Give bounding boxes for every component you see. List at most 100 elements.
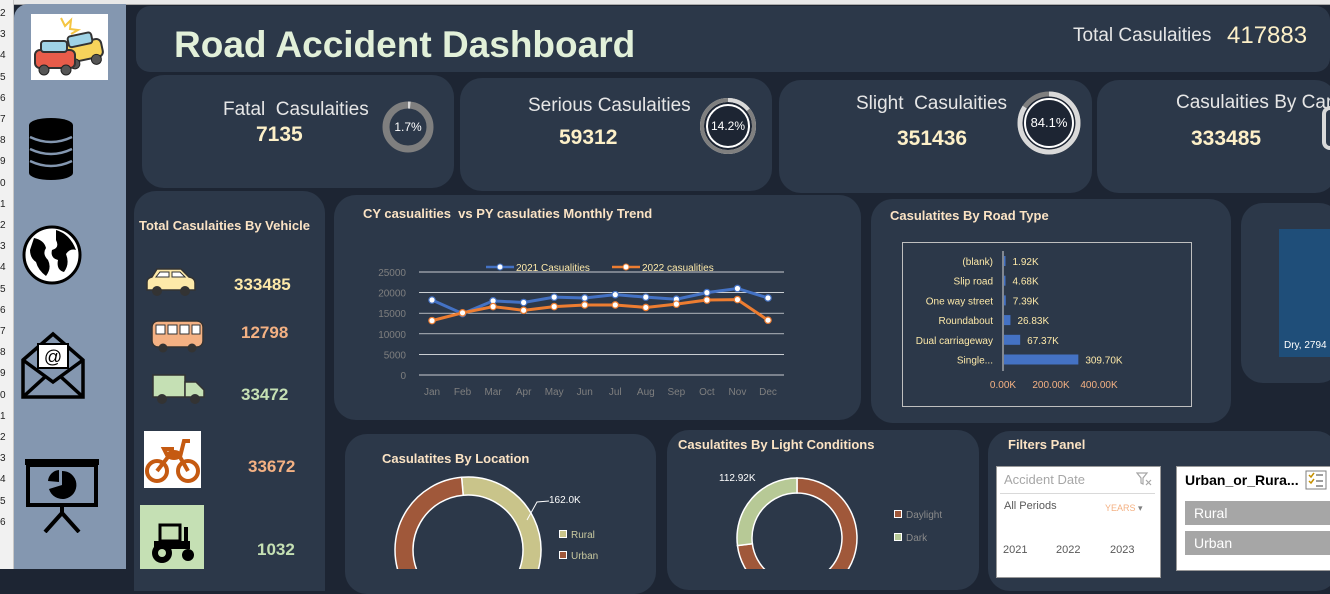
legend-dark: Dark	[894, 533, 927, 544]
row-number: 3	[0, 241, 6, 253]
row-header-strip: 2 3 4 5 6 7 8 9 0 1 2 3 4 5 6 7 8 9 0 1 2 3 4 5 6	[0, 0, 14, 569]
row-number: 6	[0, 304, 6, 316]
category-label: (blank)	[962, 257, 993, 268]
kpi-slight-label: Slight Casulaities	[856, 93, 1008, 114]
kpi-fatal-donut: 1.7%	[382, 101, 434, 153]
legend-marker	[496, 263, 504, 271]
date-slicer-unit-select[interactable]: YEARS ▾	[1105, 503, 1143, 514]
column-header-strip	[0, 0, 1330, 5]
area-option-rural[interactable]: Rural	[1185, 501, 1330, 525]
category-label: Slip road	[954, 277, 993, 288]
row-number: 2	[0, 220, 6, 231]
accident-cars-icon[interactable]	[31, 14, 108, 80]
bus-icon	[151, 320, 204, 353]
year-2021[interactable]: 2021	[1003, 544, 1028, 556]
x-tick-label: 400.00K	[1080, 380, 1118, 391]
x-tick-label: Nov	[729, 387, 747, 398]
row-number: 4	[0, 50, 6, 62]
row-number: 3	[0, 453, 6, 465]
tractor-icon	[140, 505, 204, 569]
row-number: 2	[0, 432, 6, 443]
multi-select-icon[interactable]	[1305, 470, 1327, 490]
data-point	[428, 316, 436, 325]
total-casualties-value: 417883	[1227, 22, 1308, 49]
kpi-slight-pct: 84.1%	[1031, 115, 1068, 130]
x-tick-label: Jan	[424, 387, 440, 398]
row-number: 0	[0, 389, 6, 401]
database-icon[interactable]	[28, 117, 74, 181]
road-chart-frame	[902, 242, 1192, 407]
data-label: 1.92K	[1013, 257, 1039, 268]
area-slicer-header: Urban_or_Rura...	[1185, 472, 1299, 488]
row-number: 5	[0, 283, 6, 295]
data-point	[550, 302, 558, 311]
row-number: 9	[0, 368, 6, 380]
data-point	[580, 294, 589, 302]
kpi-car-donut-partial	[1322, 106, 1330, 150]
year-2023[interactable]: 2023	[1110, 544, 1135, 556]
svg-text:@: @	[44, 347, 62, 367]
kpi-car-label: Casulaities By Car	[1176, 92, 1330, 113]
y-tick-label: 25000	[378, 268, 406, 279]
legend-rural: Rural	[559, 530, 595, 541]
vehicle-panel-title: Total Casulaities By Vehicle	[139, 218, 310, 233]
date-slicer-unit: YEARS	[1105, 503, 1136, 513]
road-bar	[1004, 354, 1079, 365]
motorcycle-icon	[144, 431, 201, 488]
x-tick-label: Aug	[637, 387, 655, 398]
category-label: Dual carriageway	[916, 336, 993, 347]
mail-icon[interactable]: @	[20, 330, 86, 400]
car-icon	[146, 268, 196, 296]
kpi-slight-value: 351436	[897, 127, 968, 150]
row-number: 6	[0, 92, 6, 104]
date-slicer-header: Accident Date	[1004, 472, 1085, 487]
vehicle-car-value: 333485	[234, 275, 291, 294]
y-tick-label: 5000	[384, 350, 407, 361]
globe-icon[interactable]	[22, 224, 82, 286]
area-option-urban[interactable]: Urban	[1185, 531, 1330, 555]
kpi-fatal-value: 7135	[256, 123, 303, 146]
kpi-fatal-card	[142, 75, 454, 188]
row-number: 4	[0, 262, 6, 274]
kpi-serious-donut: 14.2%	[700, 98, 756, 154]
data-point	[733, 284, 742, 293]
kpi-car-card	[1097, 80, 1330, 193]
vehicle-bus-value: 12798	[241, 323, 289, 342]
row-number: 3	[0, 29, 6, 41]
kpi-serious-pct: 14.2%	[711, 119, 745, 133]
light-title: Casulatites By Light Conditions	[678, 437, 875, 452]
surface-label: Dry, 2794	[1284, 340, 1327, 351]
row-number: 1	[0, 198, 6, 210]
trend-title: CY casualities vs PY casulaties Monthly …	[363, 206, 653, 221]
slice-dark	[736, 477, 798, 547]
road-bar	[1004, 315, 1011, 326]
year-2022[interactable]: 2022	[1056, 544, 1081, 556]
data-label: 4.68K	[1013, 277, 1039, 288]
vehicle-tractor-value: 1032	[257, 540, 295, 559]
title-bar	[136, 6, 1330, 72]
road-title: Casulatites By Road Type	[890, 208, 1049, 223]
data-label: 67.37K	[1027, 336, 1059, 347]
slice-urban	[394, 476, 465, 569]
page-title: Road Accident Dashboard	[174, 24, 636, 65]
x-tick-label: 200.00K	[1032, 380, 1070, 391]
data-point	[703, 296, 711, 304]
data-label: 26.83K	[1017, 316, 1049, 327]
road-bar	[1004, 334, 1021, 345]
data-point	[550, 293, 558, 301]
row-number: 5	[0, 495, 6, 507]
date-slicer[interactable]	[996, 466, 1161, 578]
legend-daylight: Daylight	[894, 510, 942, 521]
x-tick-label: Apr	[516, 387, 532, 398]
data-point	[519, 298, 528, 307]
data-point	[458, 308, 467, 317]
y-tick-label: 10000	[378, 330, 406, 341]
row-number: 9	[0, 156, 6, 168]
road-bar	[1004, 256, 1006, 266]
location-chart	[394, 476, 542, 569]
slice-daylight	[736, 477, 858, 569]
road-chart: (blank) 1.92K Slip road 4.68K One way street…	[916, 251, 1123, 391]
data-point	[489, 302, 497, 311]
presentation-icon[interactable]	[23, 457, 101, 534]
clear-filter-icon[interactable]	[1136, 472, 1152, 486]
